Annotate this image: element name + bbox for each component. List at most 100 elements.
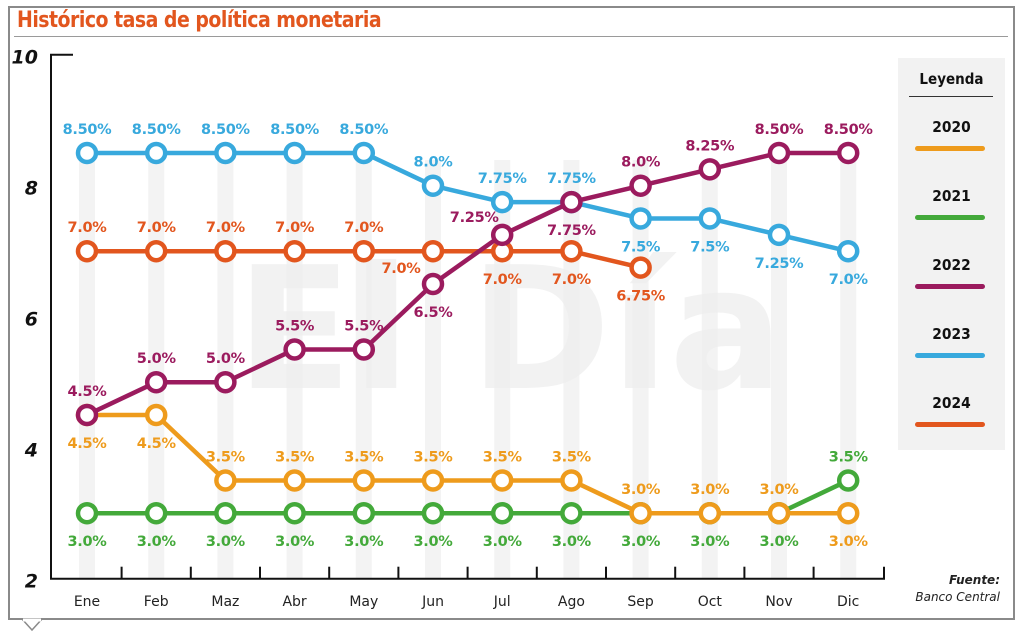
data-label: 3.0% [759, 482, 799, 498]
data-point [836, 501, 860, 525]
legend-swatch [915, 353, 985, 358]
data-label: 7.0% [275, 220, 315, 236]
data-point [352, 338, 376, 361]
data-point [767, 501, 791, 525]
series-2022 [75, 141, 860, 427]
legend-item-2021: 2021 [898, 187, 1005, 237]
data-label: 7.0% [552, 272, 592, 288]
data-label: 3.0% [413, 534, 453, 550]
data-point [698, 158, 722, 181]
source-label: Fuente: [949, 573, 1000, 587]
callout-pointer [21, 618, 43, 632]
data-label: 5.0% [206, 351, 246, 367]
data-label: 3.0% [690, 534, 730, 550]
data-point [629, 256, 652, 279]
data-label: 8.0% [413, 155, 453, 171]
series-2024 [75, 239, 652, 279]
data-point [490, 469, 514, 492]
data-point [629, 174, 652, 197]
data-label: 3.0% [275, 534, 315, 550]
y-tick-label: 2 [25, 571, 38, 593]
legend-label: 2024 [932, 394, 971, 412]
month-band [79, 160, 95, 579]
y-tick-label: 6 [25, 309, 38, 331]
x-tick-label: Abr [282, 594, 306, 610]
data-label: 7.5% [621, 239, 661, 255]
x-tick-label: Oct [698, 594, 723, 610]
data-point [352, 141, 376, 165]
data-point [560, 469, 583, 492]
data-point [560, 501, 583, 525]
data-label: 8.50% [270, 122, 320, 138]
data-label: 7.0% [206, 220, 246, 236]
data-label: 8.50% [132, 122, 182, 138]
data-point [144, 239, 168, 263]
data-label: 4.5% [137, 436, 177, 452]
source-value: Banco Central [915, 590, 1000, 604]
data-point [421, 239, 445, 263]
data-label: 3.0% [621, 482, 661, 498]
month-band [148, 160, 165, 579]
data-point [421, 272, 445, 296]
data-label: 3.5% [275, 449, 315, 465]
series-line-2020 [87, 412, 849, 516]
data-point [560, 190, 583, 214]
data-label: 7.75% [547, 223, 597, 239]
legend-label: 2020 [932, 118, 971, 136]
data-point [490, 223, 514, 247]
data-label: 3.5% [552, 449, 592, 465]
data-point [490, 501, 514, 525]
data-point [767, 141, 791, 165]
y-tick-label: 4 [24, 440, 38, 462]
data-point [352, 469, 376, 492]
x-tick-label: Nov [765, 594, 792, 610]
data-point [490, 190, 514, 214]
x-tick-label: Maz [211, 594, 239, 610]
data-label: 3.0% [621, 534, 661, 550]
legend-swatch [915, 146, 985, 151]
data-label: 3.5% [413, 449, 453, 465]
legend-item-2022: 2022 [898, 256, 1005, 306]
data-label: 6.75% [616, 289, 666, 305]
data-point [283, 338, 306, 361]
data-point [352, 501, 376, 525]
x-tick-label: Jun [421, 594, 444, 610]
data-label: 8.50% [201, 122, 251, 138]
x-tick-label: Jul [493, 594, 511, 610]
y-tick-label: 10 [12, 47, 38, 69]
legend-item-2020: 2020 [898, 118, 1005, 168]
month-band [701, 160, 718, 579]
data-label: 6.5% [413, 305, 453, 321]
data-point [214, 501, 237, 525]
data-point [283, 469, 306, 492]
chart-title: Histórico tasa de política monetaria [17, 8, 382, 33]
data-point [352, 239, 376, 263]
data-label: 3.5% [344, 449, 384, 465]
series-line-2023 [87, 150, 849, 254]
data-point [214, 370, 237, 394]
legend: Leyenda 2020 2021 2022 2023 2024 [898, 58, 1005, 450]
source-note: Fuente: Banco Central [915, 572, 1000, 606]
data-label: 7.25% [450, 210, 500, 226]
data-point [421, 469, 445, 492]
x-tick-label: Feb [144, 594, 169, 610]
data-label: 3.0% [206, 534, 246, 550]
data-label: 5.5% [344, 318, 384, 334]
data-label: 8.50% [63, 122, 113, 138]
data-point [214, 239, 237, 263]
data-label: 7.0% [829, 272, 869, 288]
data-point [836, 141, 860, 165]
month-band [771, 160, 787, 579]
data-label: 3.0% [552, 534, 592, 550]
data-point [629, 207, 652, 230]
axes: 2 4 6 8 10 Ene Feb Maz Abr May Jun Jul Ago Sep Oct Nov D… [12, 47, 885, 610]
data-label: 3.0% [690, 482, 730, 498]
data-label: 3.0% [344, 534, 384, 550]
legend-swatch [915, 422, 985, 427]
data-label: 8.0% [621, 155, 661, 171]
data-label: 3.0% [67, 534, 107, 550]
legend-label: 2022 [932, 256, 971, 274]
data-point [421, 501, 445, 525]
data-label: 7.0% [137, 220, 177, 236]
